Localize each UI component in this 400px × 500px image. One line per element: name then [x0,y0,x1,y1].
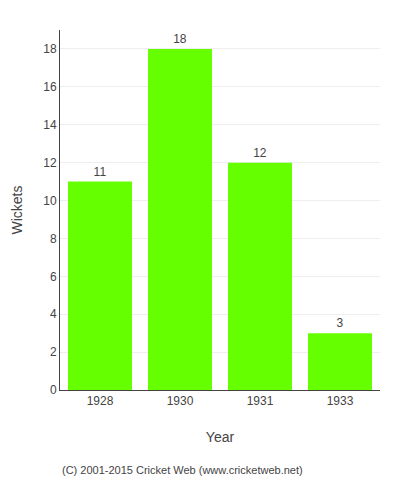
svg-text:3: 3 [337,316,344,330]
svg-text:18: 18 [173,32,187,46]
svg-text:18: 18 [43,42,57,56]
svg-text:11: 11 [94,165,107,179]
svg-text:1928: 1928 [87,394,114,408]
svg-text:2: 2 [50,345,57,359]
svg-text:12: 12 [43,156,57,170]
svg-text:14: 14 [43,118,57,132]
svg-text:Wickets: Wickets [9,186,25,235]
svg-text:16: 16 [43,80,57,94]
svg-text:0: 0 [50,383,57,397]
svg-text:1933: 1933 [327,394,354,408]
svg-text:1930: 1930 [167,394,194,408]
svg-text:10: 10 [43,194,57,208]
svg-text:4: 4 [50,307,57,321]
svg-text:6: 6 [50,270,57,284]
svg-text:8: 8 [50,232,57,246]
svg-text:Year: Year [206,429,235,445]
svg-text:1931: 1931 [247,394,274,408]
svg-text:12: 12 [253,146,267,160]
svg-text:(C) 2001-2015 Cricket Web (www: (C) 2001-2015 Cricket Web (www.cricketwe… [62,464,303,476]
